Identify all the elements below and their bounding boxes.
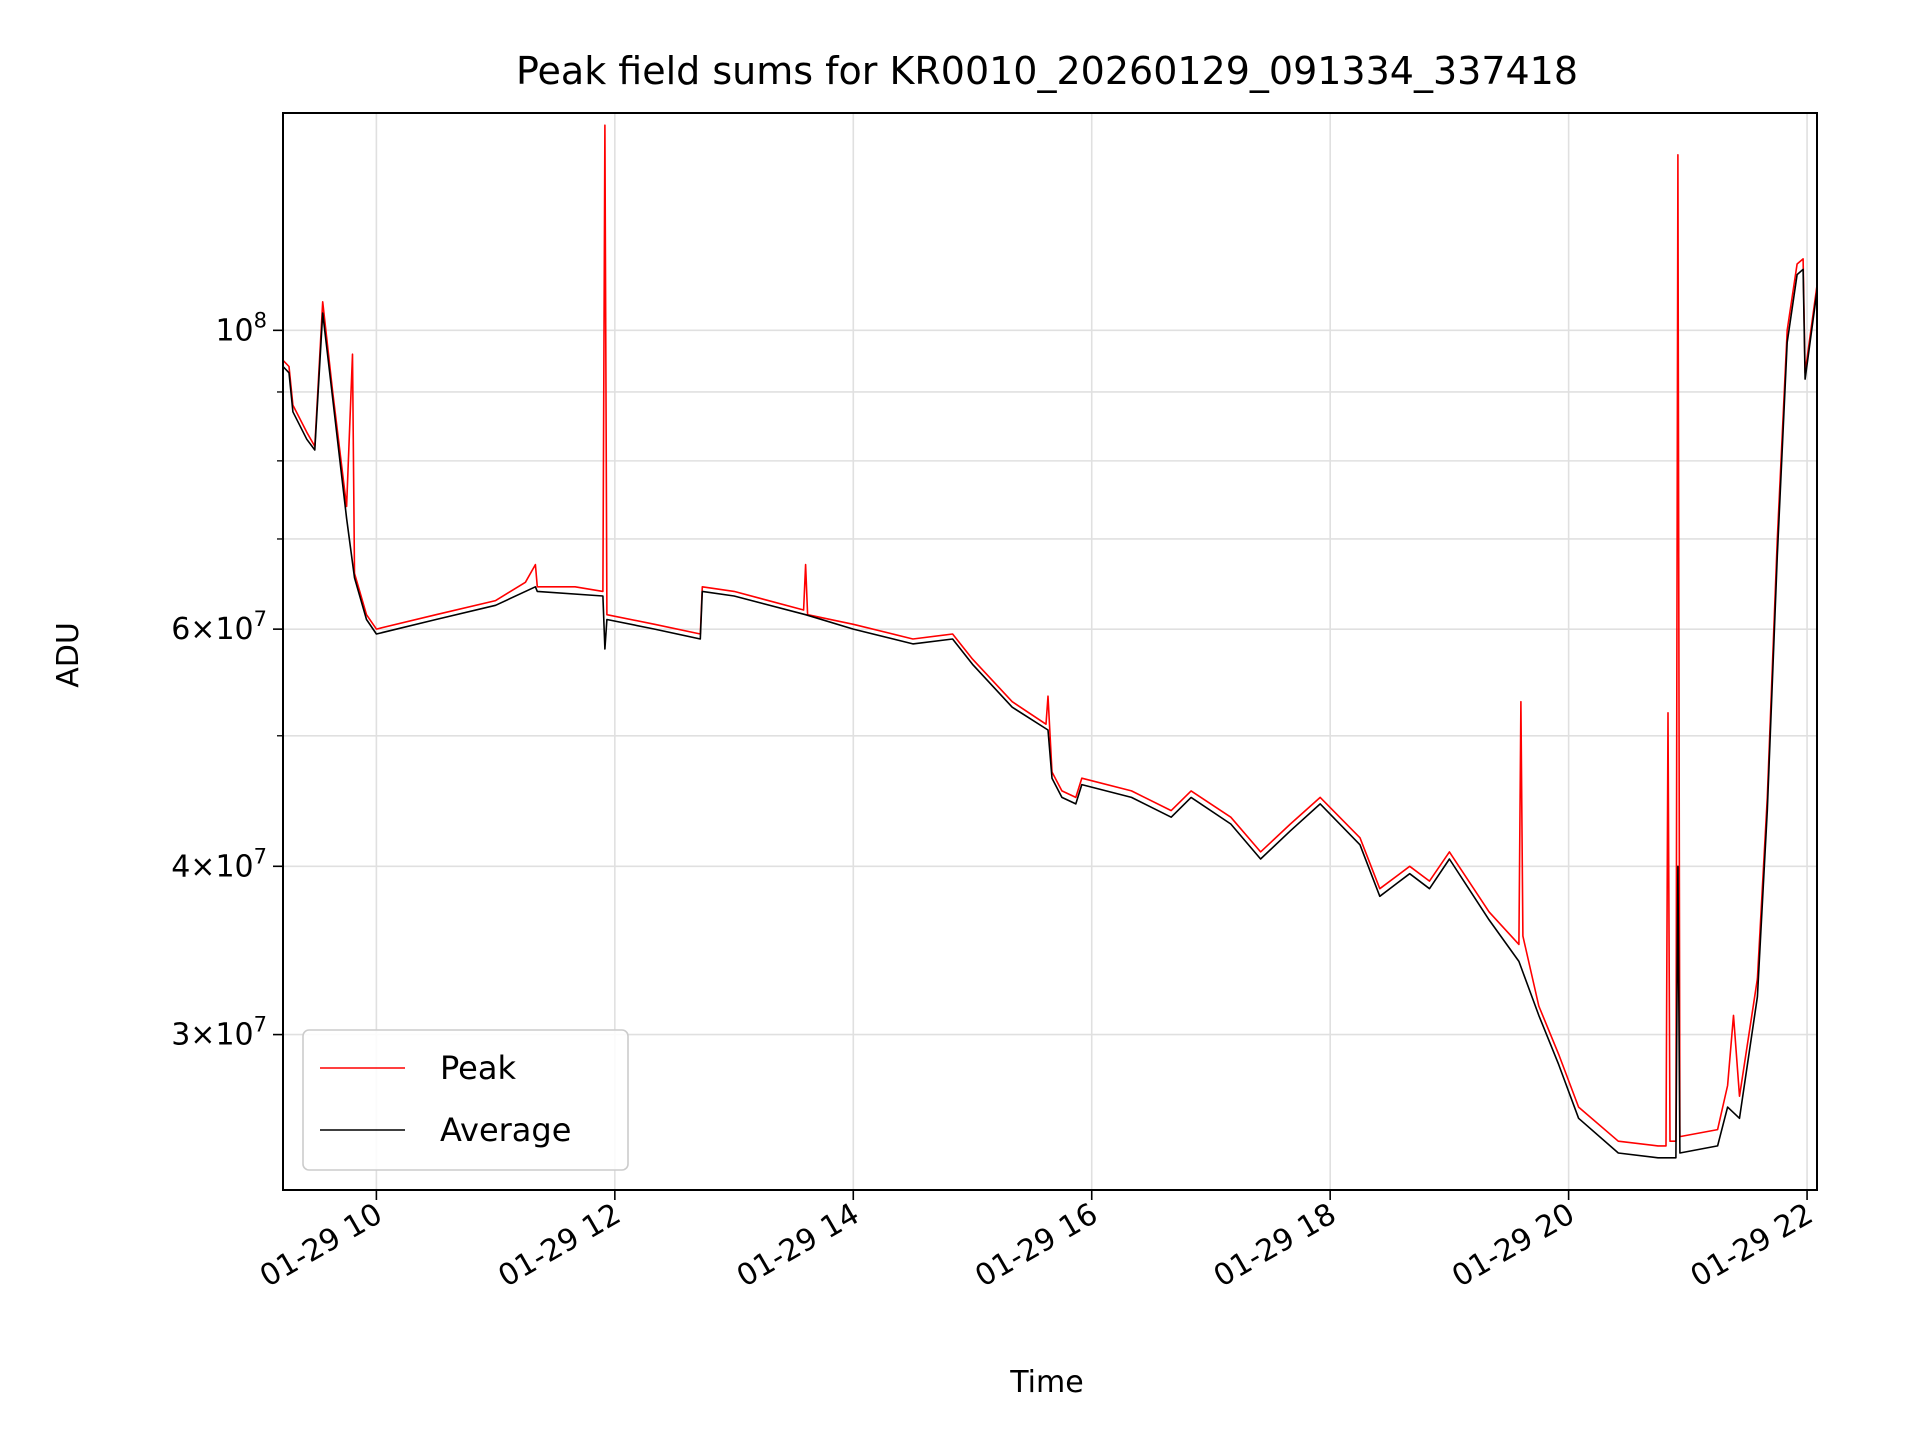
y-tick-label: 4×107 — [171, 844, 267, 884]
series-line-peak — [282, 124, 1818, 1147]
series-lines — [282, 124, 1818, 1159]
legend: Peak Average — [302, 1029, 629, 1171]
y-tick-label: 6×107 — [171, 607, 267, 647]
y-tick-label: 3×107 — [171, 1013, 267, 1053]
legend-label: Peak — [440, 1049, 516, 1087]
y-tick-base: 10 — [215, 1018, 253, 1053]
y-tick-mantissa: 6 — [171, 612, 190, 647]
y-tick-times: × — [190, 849, 215, 884]
y-tick-base: 10 — [215, 313, 253, 348]
y-tick-exponent: 8 — [254, 308, 267, 332]
y-axis-label: ADU — [51, 622, 86, 688]
y-tick-times: × — [190, 1018, 215, 1053]
y-tick-exponent: 7 — [254, 844, 267, 868]
series-line-average — [282, 268, 1818, 1159]
chart-title: Peak field sums for KR0010_20260129_0913… — [516, 49, 1578, 93]
plot-area-frame — [282, 112, 1818, 1191]
y-tick-base: 10 — [215, 849, 253, 884]
y-tick-label: 108 — [215, 308, 267, 348]
y-tick-mantissa: 3 — [171, 1018, 190, 1053]
legend-label: Average — [440, 1111, 571, 1149]
legend-box — [302, 1029, 629, 1171]
y-tick-exponent: 7 — [254, 607, 267, 631]
y-tick-exponent: 7 — [254, 1013, 267, 1037]
y-tick-times: × — [190, 612, 215, 647]
y-tick-base: 10 — [215, 612, 253, 647]
x-axis-label: Time — [1009, 1365, 1083, 1400]
y-tick-mantissa: 4 — [171, 849, 190, 884]
